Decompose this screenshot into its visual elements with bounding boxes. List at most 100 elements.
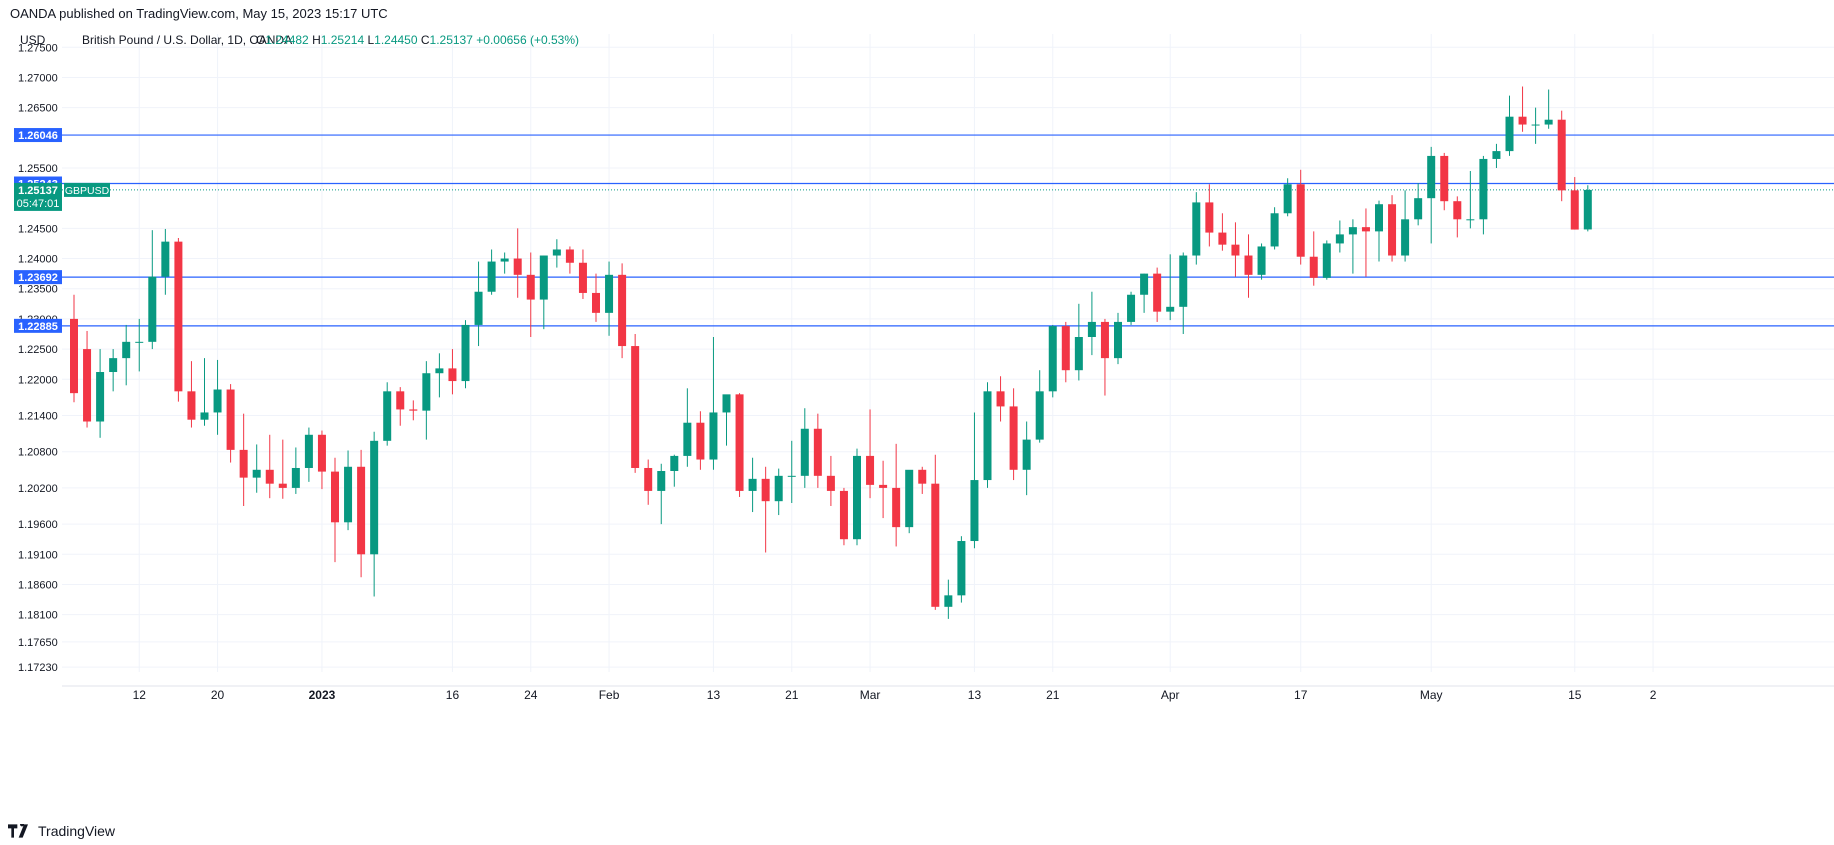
footer-branding[interactable]: TradingView: [8, 823, 115, 839]
candle[interactable]: [1257, 243, 1266, 280]
candle[interactable]: [826, 455, 835, 507]
candle[interactable]: [1061, 321, 1070, 383]
candle[interactable]: [918, 466, 927, 494]
candle[interactable]: [1087, 291, 1096, 356]
candle[interactable]: [487, 249, 496, 295]
candle[interactable]: [1192, 192, 1201, 265]
candle[interactable]: [122, 324, 131, 386]
candle[interactable]: [683, 388, 692, 467]
candle[interactable]: [383, 382, 392, 446]
candle[interactable]: [1153, 267, 1162, 322]
candle[interactable]: [866, 409, 875, 499]
candle[interactable]: [435, 353, 444, 398]
candle[interactable]: [1205, 184, 1214, 247]
candle[interactable]: [370, 431, 379, 597]
candle[interactable]: [709, 337, 718, 470]
candle[interactable]: [265, 434, 274, 499]
candle[interactable]: [552, 239, 561, 268]
candle[interactable]: [722, 394, 731, 446]
candle[interactable]: [1231, 222, 1240, 277]
candle[interactable]: [800, 408, 809, 488]
candle[interactable]: [905, 469, 914, 534]
candle[interactable]: [331, 457, 339, 563]
candle[interactable]: [1375, 200, 1383, 262]
candle[interactable]: [174, 238, 183, 402]
candle[interactable]: [1218, 213, 1227, 251]
candle[interactable]: [1166, 254, 1175, 321]
candle[interactable]: [500, 252, 509, 274]
candle[interactable]: [1544, 89, 1553, 129]
candle[interactable]: [1440, 152, 1449, 211]
candle[interactable]: [748, 457, 757, 513]
candle[interactable]: [1492, 143, 1501, 168]
candle[interactable]: [1427, 146, 1436, 244]
candle[interactable]: [957, 536, 966, 603]
candle[interactable]: [161, 228, 170, 295]
candle[interactable]: [278, 439, 287, 499]
candle[interactable]: [96, 349, 105, 438]
candle[interactable]: [461, 320, 470, 389]
candle[interactable]: [135, 318, 144, 372]
candle[interactable]: [448, 349, 457, 395]
candle[interactable]: [996, 376, 1005, 422]
candle[interactable]: [526, 252, 535, 338]
candle[interactable]: [1048, 324, 1057, 398]
candle[interactable]: [761, 466, 770, 553]
candle[interactable]: [344, 450, 353, 531]
candle[interactable]: [1140, 273, 1149, 313]
candle[interactable]: [1035, 370, 1044, 443]
candle[interactable]: [1479, 155, 1488, 235]
candle[interactable]: [1322, 240, 1331, 280]
candle[interactable]: [474, 261, 483, 347]
candle[interactable]: [291, 447, 300, 494]
candle[interactable]: [357, 449, 366, 578]
candle[interactable]: [396, 387, 405, 426]
candle[interactable]: [1570, 177, 1579, 230]
candle[interactable]: [1022, 421, 1031, 496]
candle[interactable]: [1100, 318, 1109, 396]
candle[interactable]: [970, 412, 979, 549]
candle[interactable]: [226, 384, 235, 463]
candle[interactable]: [109, 349, 118, 392]
candle[interactable]: [1518, 86, 1527, 132]
candle[interactable]: [1296, 169, 1305, 265]
candle[interactable]: [1179, 252, 1188, 334]
candle[interactable]: [83, 330, 92, 428]
candle[interactable]: [1114, 312, 1122, 365]
candle[interactable]: [409, 400, 418, 421]
candle[interactable]: [813, 413, 822, 488]
candle[interactable]: [148, 230, 157, 350]
candle[interactable]: [1453, 196, 1462, 238]
candle[interactable]: [853, 448, 861, 546]
candle[interactable]: [592, 273, 600, 322]
candle[interactable]: [513, 228, 522, 298]
candle[interactable]: [1388, 195, 1397, 262]
candle[interactable]: [774, 468, 783, 516]
candle[interactable]: [578, 249, 587, 299]
candle[interactable]: [1009, 388, 1018, 481]
candle[interactable]: [1127, 291, 1136, 325]
candle[interactable]: [1283, 178, 1292, 217]
candle[interactable]: [644, 459, 653, 505]
candle[interactable]: [1583, 185, 1592, 232]
candle[interactable]: [317, 430, 326, 490]
candle[interactable]: [670, 454, 679, 487]
candle[interactable]: [605, 261, 614, 336]
candle[interactable]: [1414, 183, 1423, 226]
candle[interactable]: [187, 361, 196, 428]
candle[interactable]: [422, 361, 431, 440]
candle[interactable]: [931, 454, 940, 610]
candle[interactable]: [1361, 208, 1370, 277]
candle[interactable]: [892, 443, 901, 547]
candle[interactable]: [70, 294, 78, 403]
candle[interactable]: [213, 359, 222, 435]
candle[interactable]: [657, 463, 666, 525]
candle[interactable]: [983, 382, 992, 488]
candle[interactable]: [944, 579, 953, 619]
candle[interactable]: [1244, 234, 1253, 298]
candle[interactable]: [1348, 219, 1357, 274]
candle[interactable]: [304, 427, 313, 482]
candle[interactable]: [1335, 220, 1344, 253]
candle[interactable]: [1557, 110, 1566, 202]
